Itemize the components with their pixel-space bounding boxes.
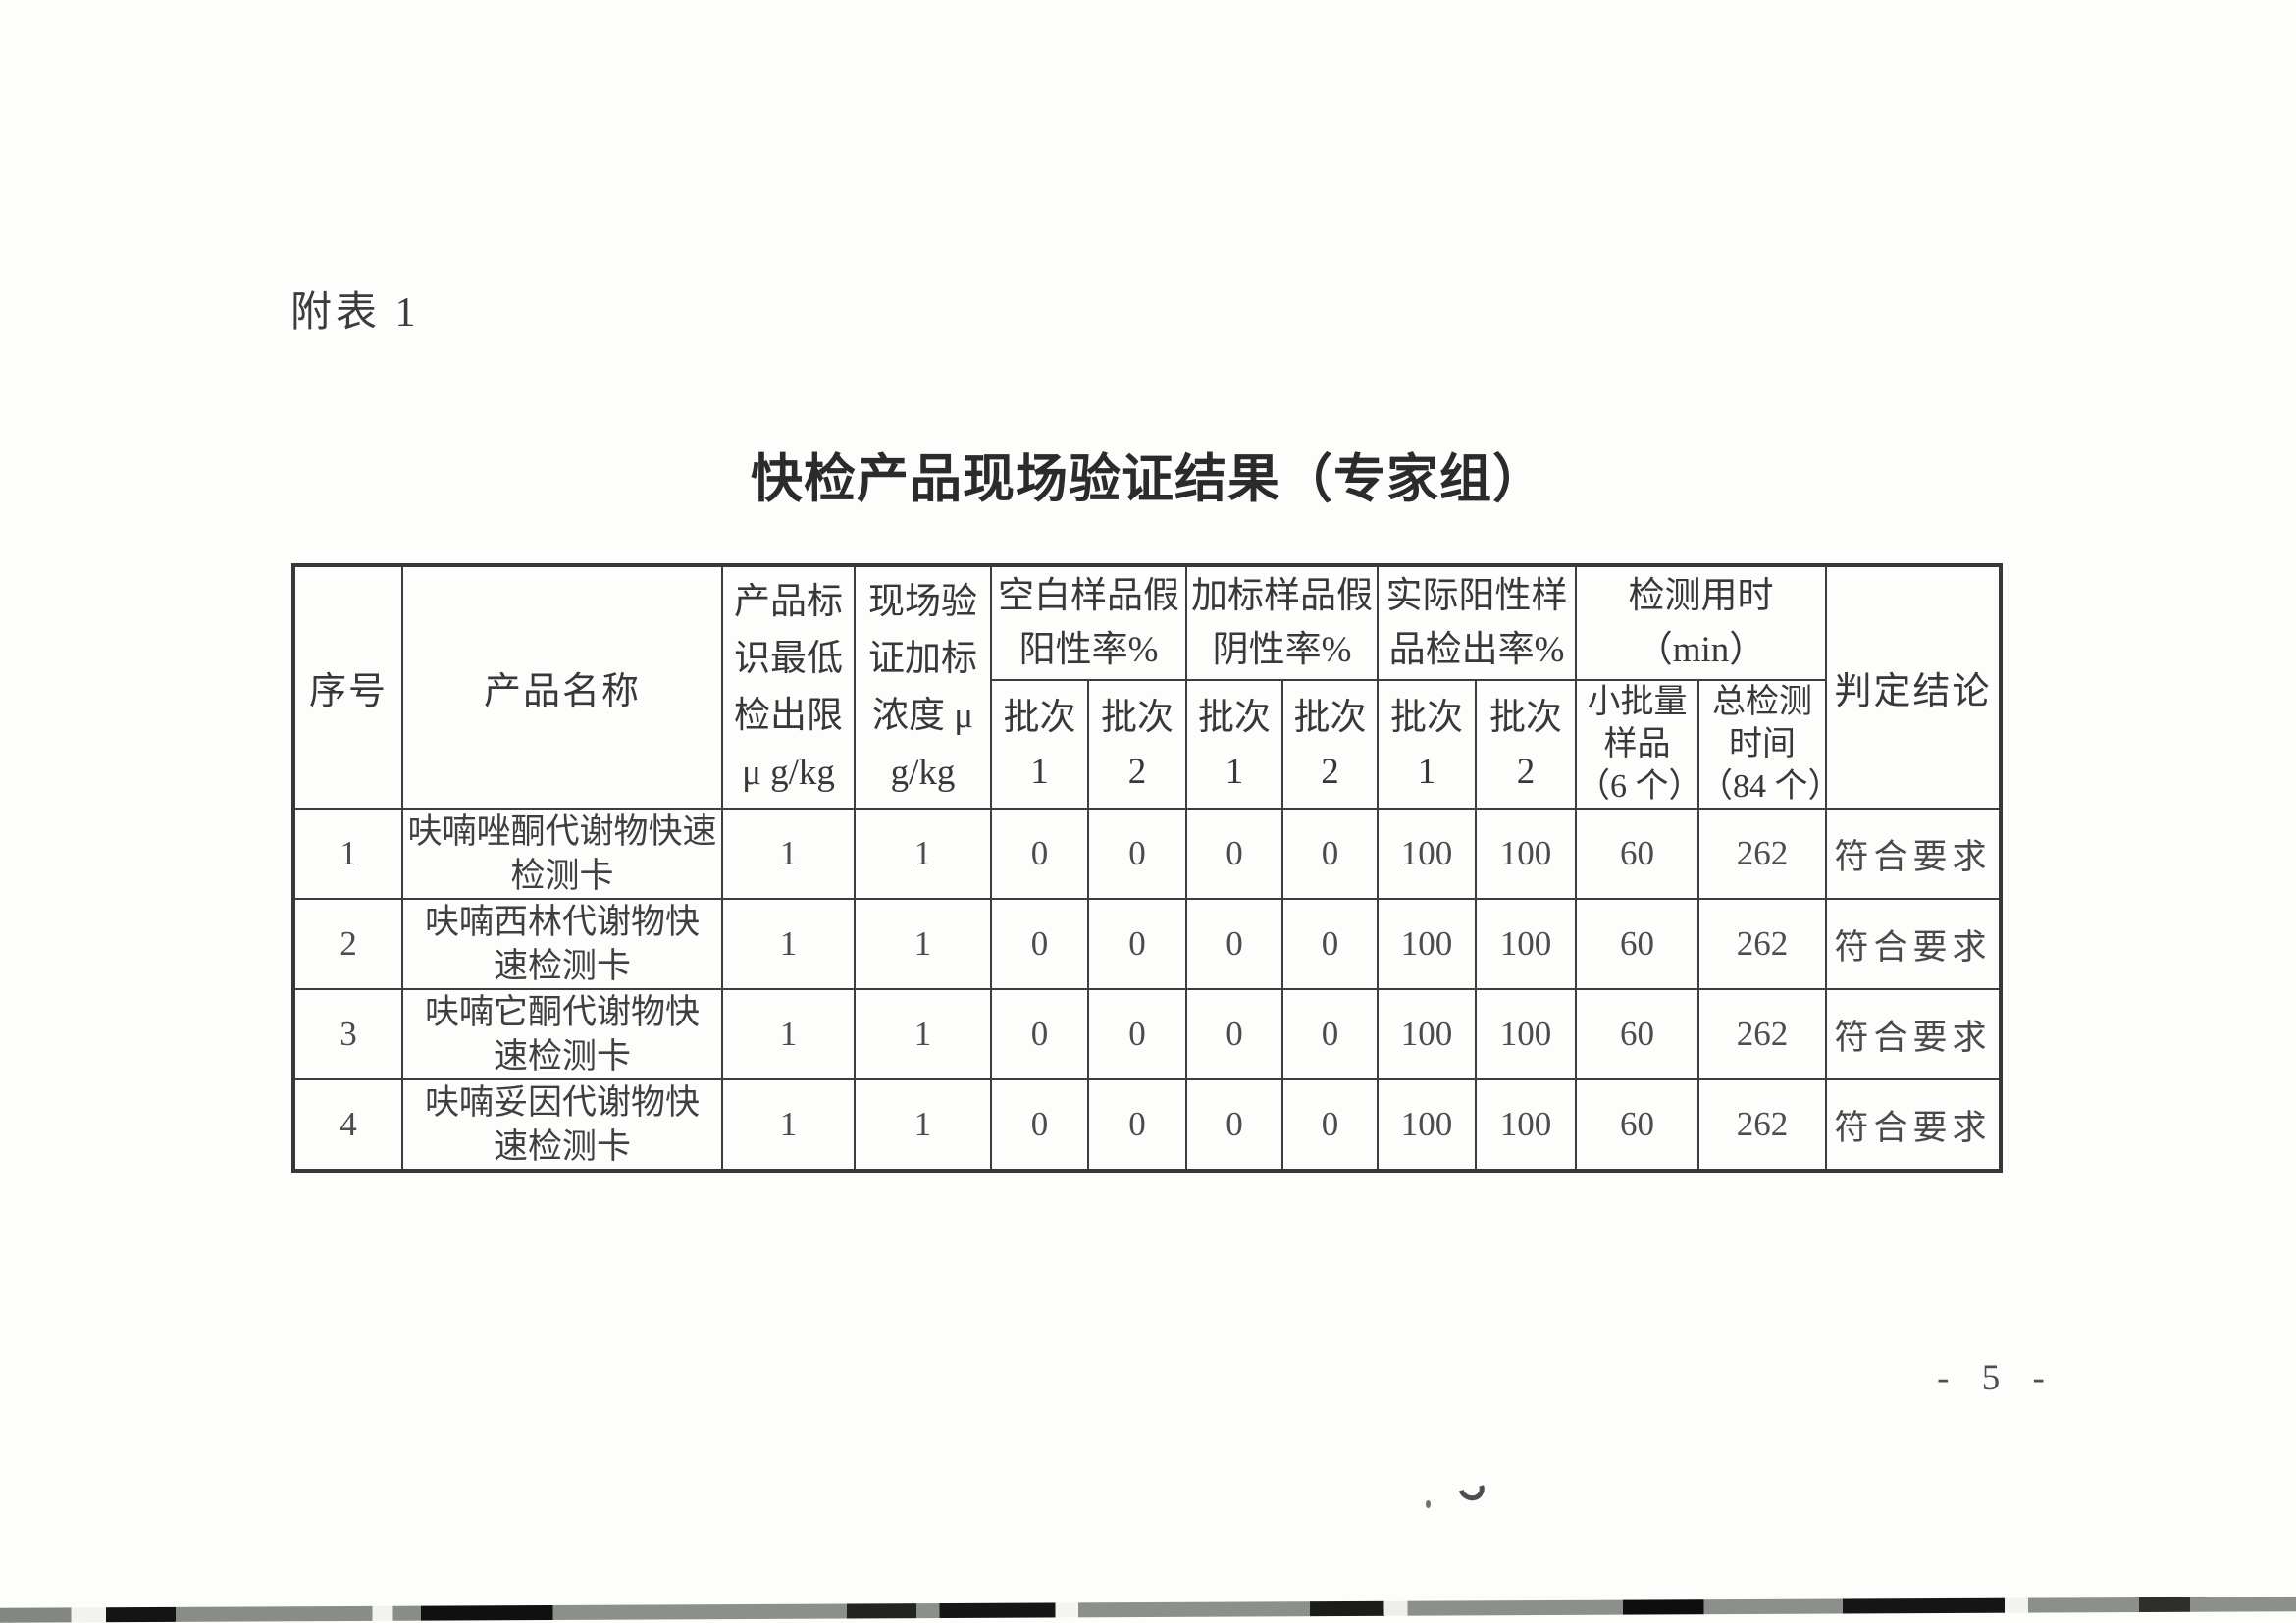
header-group-blank-false-positive: 空白样品假 阳性率% <box>990 564 1187 681</box>
header-product-name: 产品名称 <box>401 564 723 810</box>
cell-conclusion: 符合要求 <box>1825 1078 2002 1172</box>
cell-value: 1 <box>854 898 992 990</box>
cell-value: 262 <box>1697 1078 1827 1172</box>
cell-value: 0 <box>1087 898 1187 990</box>
cell-conclusion: 符合要求 <box>1825 808 2002 900</box>
cell-value: 0 <box>1281 988 1379 1080</box>
cell-value: 1 <box>854 1078 992 1172</box>
cell-value: 1 <box>854 988 992 1080</box>
cell-value: 100 <box>1475 898 1577 990</box>
scan-smudge-mark <box>1453 1471 1489 1505</box>
subheader-blank-batch-2: 批次 2 <box>1087 679 1187 810</box>
cell-value: 0 <box>1087 1078 1187 1172</box>
cell-value: 262 <box>1697 988 1827 1080</box>
table-row: 4 呋喃妥因代谢物快 速检测卡 1 1 0 0 0 0 100 100 60 2… <box>292 1078 2002 1172</box>
cell-value: 100 <box>1475 808 1577 900</box>
table-row: 2 呋喃西林代谢物快 速检测卡 1 1 0 0 0 0 100 100 60 2… <box>292 898 2002 990</box>
subheader-total-detection-time: 总检测 时间 （84 个） <box>1697 679 1827 810</box>
cell-value: 1 <box>721 808 856 900</box>
cell-value: 60 <box>1575 898 1699 990</box>
cell-value: 262 <box>1697 808 1827 900</box>
cell-value: 0 <box>990 808 1089 900</box>
cell-value: 0 <box>1185 988 1283 1080</box>
cell-value: 0 <box>1185 898 1283 990</box>
cell-value: 0 <box>1087 988 1187 1080</box>
subheader-spiked-batch-2: 批次 2 <box>1281 679 1379 810</box>
cell-product-name: 呋喃唑酮代谢物快速 检测卡 <box>401 808 723 900</box>
cell-value: 100 <box>1377 808 1477 900</box>
header-spike-concentration: 现场验 证加标 浓度 μ g/kg <box>854 564 992 810</box>
results-table: 序号 产品名称 产品标 识最低 检出限 μ g/kg 现场验 证加标 浓度 μ … <box>291 563 2003 1173</box>
header-row-groups: 序号 产品名称 产品标 识最低 检出限 μ g/kg 现场验 证加标 浓度 μ … <box>292 564 2002 810</box>
cell-index: 2 <box>292 898 403 990</box>
cell-value: 100 <box>1377 988 1477 1080</box>
cell-value: 0 <box>1185 808 1283 900</box>
header-group-detection-time: 检测用时 （min） <box>1575 564 1827 681</box>
cell-value: 0 <box>1185 1078 1283 1172</box>
cell-value: 0 <box>990 898 1089 990</box>
cell-index: 4 <box>292 1078 403 1172</box>
subheader-spiked-batch-1: 批次 1 <box>1185 679 1283 810</box>
page-title: 快检产品现场验证结果（专家组） <box>751 451 1545 508</box>
cell-value: 100 <box>1475 1078 1577 1172</box>
header-group-spiked-false-negative: 加标样品假 阴性率% <box>1185 564 1379 681</box>
cell-index: 1 <box>292 808 403 900</box>
cell-value: 1 <box>721 1078 856 1172</box>
subheader-blank-batch-1: 批次 1 <box>990 679 1089 810</box>
cell-value: 0 <box>1281 898 1379 990</box>
cell-value: 0 <box>990 988 1089 1080</box>
appendix-label: 附表 1 <box>290 290 420 336</box>
cell-value: 60 <box>1575 1078 1699 1172</box>
scan-dot-mark <box>1426 1500 1431 1508</box>
cell-value: 100 <box>1475 988 1577 1080</box>
cell-value: 60 <box>1575 808 1699 900</box>
cell-conclusion: 符合要求 <box>1825 988 2002 1080</box>
cell-product-name: 呋喃西林代谢物快 速检测卡 <box>401 898 723 990</box>
subheader-positive-batch-1: 批次 1 <box>1377 679 1477 810</box>
cell-value: 1 <box>721 988 856 1080</box>
subheader-positive-batch-2: 批次 2 <box>1475 679 1577 810</box>
subheader-small-batch-samples: 小批量 样品 （6 个） <box>1575 679 1699 810</box>
cell-value: 0 <box>990 1078 1089 1172</box>
cell-value: 0 <box>1281 808 1379 900</box>
cell-value: 100 <box>1377 1078 1477 1172</box>
cell-value: 1 <box>854 808 992 900</box>
header-row-sub: 批次 1 批次 2 批次 1 批次 2 批次 1 批次 2 小批量 样品 （6 … <box>293 679 2001 810</box>
cell-product-name: 呋喃妥因代谢物快 速检测卡 <box>401 1078 723 1172</box>
table-row: 1 呋喃唑酮代谢物快速 检测卡 1 1 0 0 0 0 100 100 60 2… <box>292 808 2002 900</box>
header-group-actual-positive-detection: 实际阳性样 品检出率% <box>1377 564 1577 681</box>
cell-conclusion: 符合要求 <box>1825 898 2002 990</box>
cell-value: 0 <box>1281 1078 1379 1172</box>
cell-value: 100 <box>1377 898 1477 990</box>
header-lod: 产品标 识最低 检出限 μ g/kg <box>721 564 856 810</box>
table-row: 3 呋喃它酮代谢物快 速检测卡 1 1 0 0 0 0 100 100 60 2… <box>292 988 2002 1080</box>
cell-value: 262 <box>1697 898 1827 990</box>
scanner-edge-artifact <box>0 1597 2296 1623</box>
cell-product-name: 呋喃它酮代谢物快 速检测卡 <box>401 988 723 1080</box>
cell-value: 60 <box>1575 988 1699 1080</box>
cell-value: 0 <box>1087 808 1187 900</box>
header-index: 序号 <box>292 564 403 810</box>
page-number: - 5 - <box>1937 1358 2057 1398</box>
cell-index: 3 <box>292 988 403 1080</box>
cell-value: 1 <box>721 898 856 990</box>
header-conclusion: 判定结论 <box>1825 564 2002 810</box>
